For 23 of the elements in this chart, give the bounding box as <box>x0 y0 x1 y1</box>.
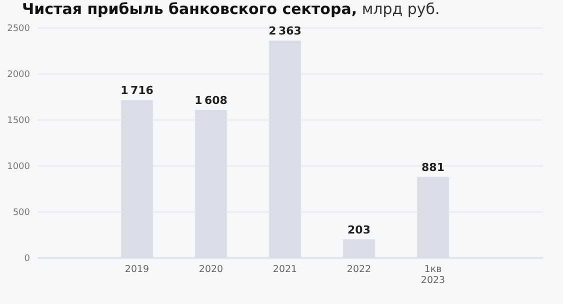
y-tick-label: 1500 <box>7 116 30 126</box>
data-label: 881 <box>422 160 444 174</box>
y-tick-label: 500 <box>12 208 30 218</box>
data-label: 2 363 <box>268 24 302 38</box>
data-label: 203 <box>348 223 370 236</box>
data-label: 1 716 <box>120 84 154 98</box>
y-tick-label: 2000 <box>7 70 30 80</box>
bar <box>417 176 449 258</box>
y-tick-label: 2500 <box>7 24 30 34</box>
bar <box>121 100 153 258</box>
bar <box>195 110 227 258</box>
x-tick-label: 1кв 2023 <box>420 264 446 286</box>
data-label: 1 608 <box>194 94 228 108</box>
bar <box>343 239 375 258</box>
x-tick-label: 2020 <box>198 264 224 275</box>
chart-title: Чистая прибыль банковского сектора, <box>22 0 358 18</box>
chart-subtitle: млрд руб. <box>357 0 440 18</box>
y-tick-label: 1000 <box>7 162 30 172</box>
x-tick-label: 2022 <box>346 264 372 275</box>
x-tick-label: 2021 <box>272 264 298 275</box>
x-tick-label: 2019 <box>124 264 150 275</box>
bar <box>269 40 301 258</box>
y-tick-label: 0 <box>24 254 30 264</box>
